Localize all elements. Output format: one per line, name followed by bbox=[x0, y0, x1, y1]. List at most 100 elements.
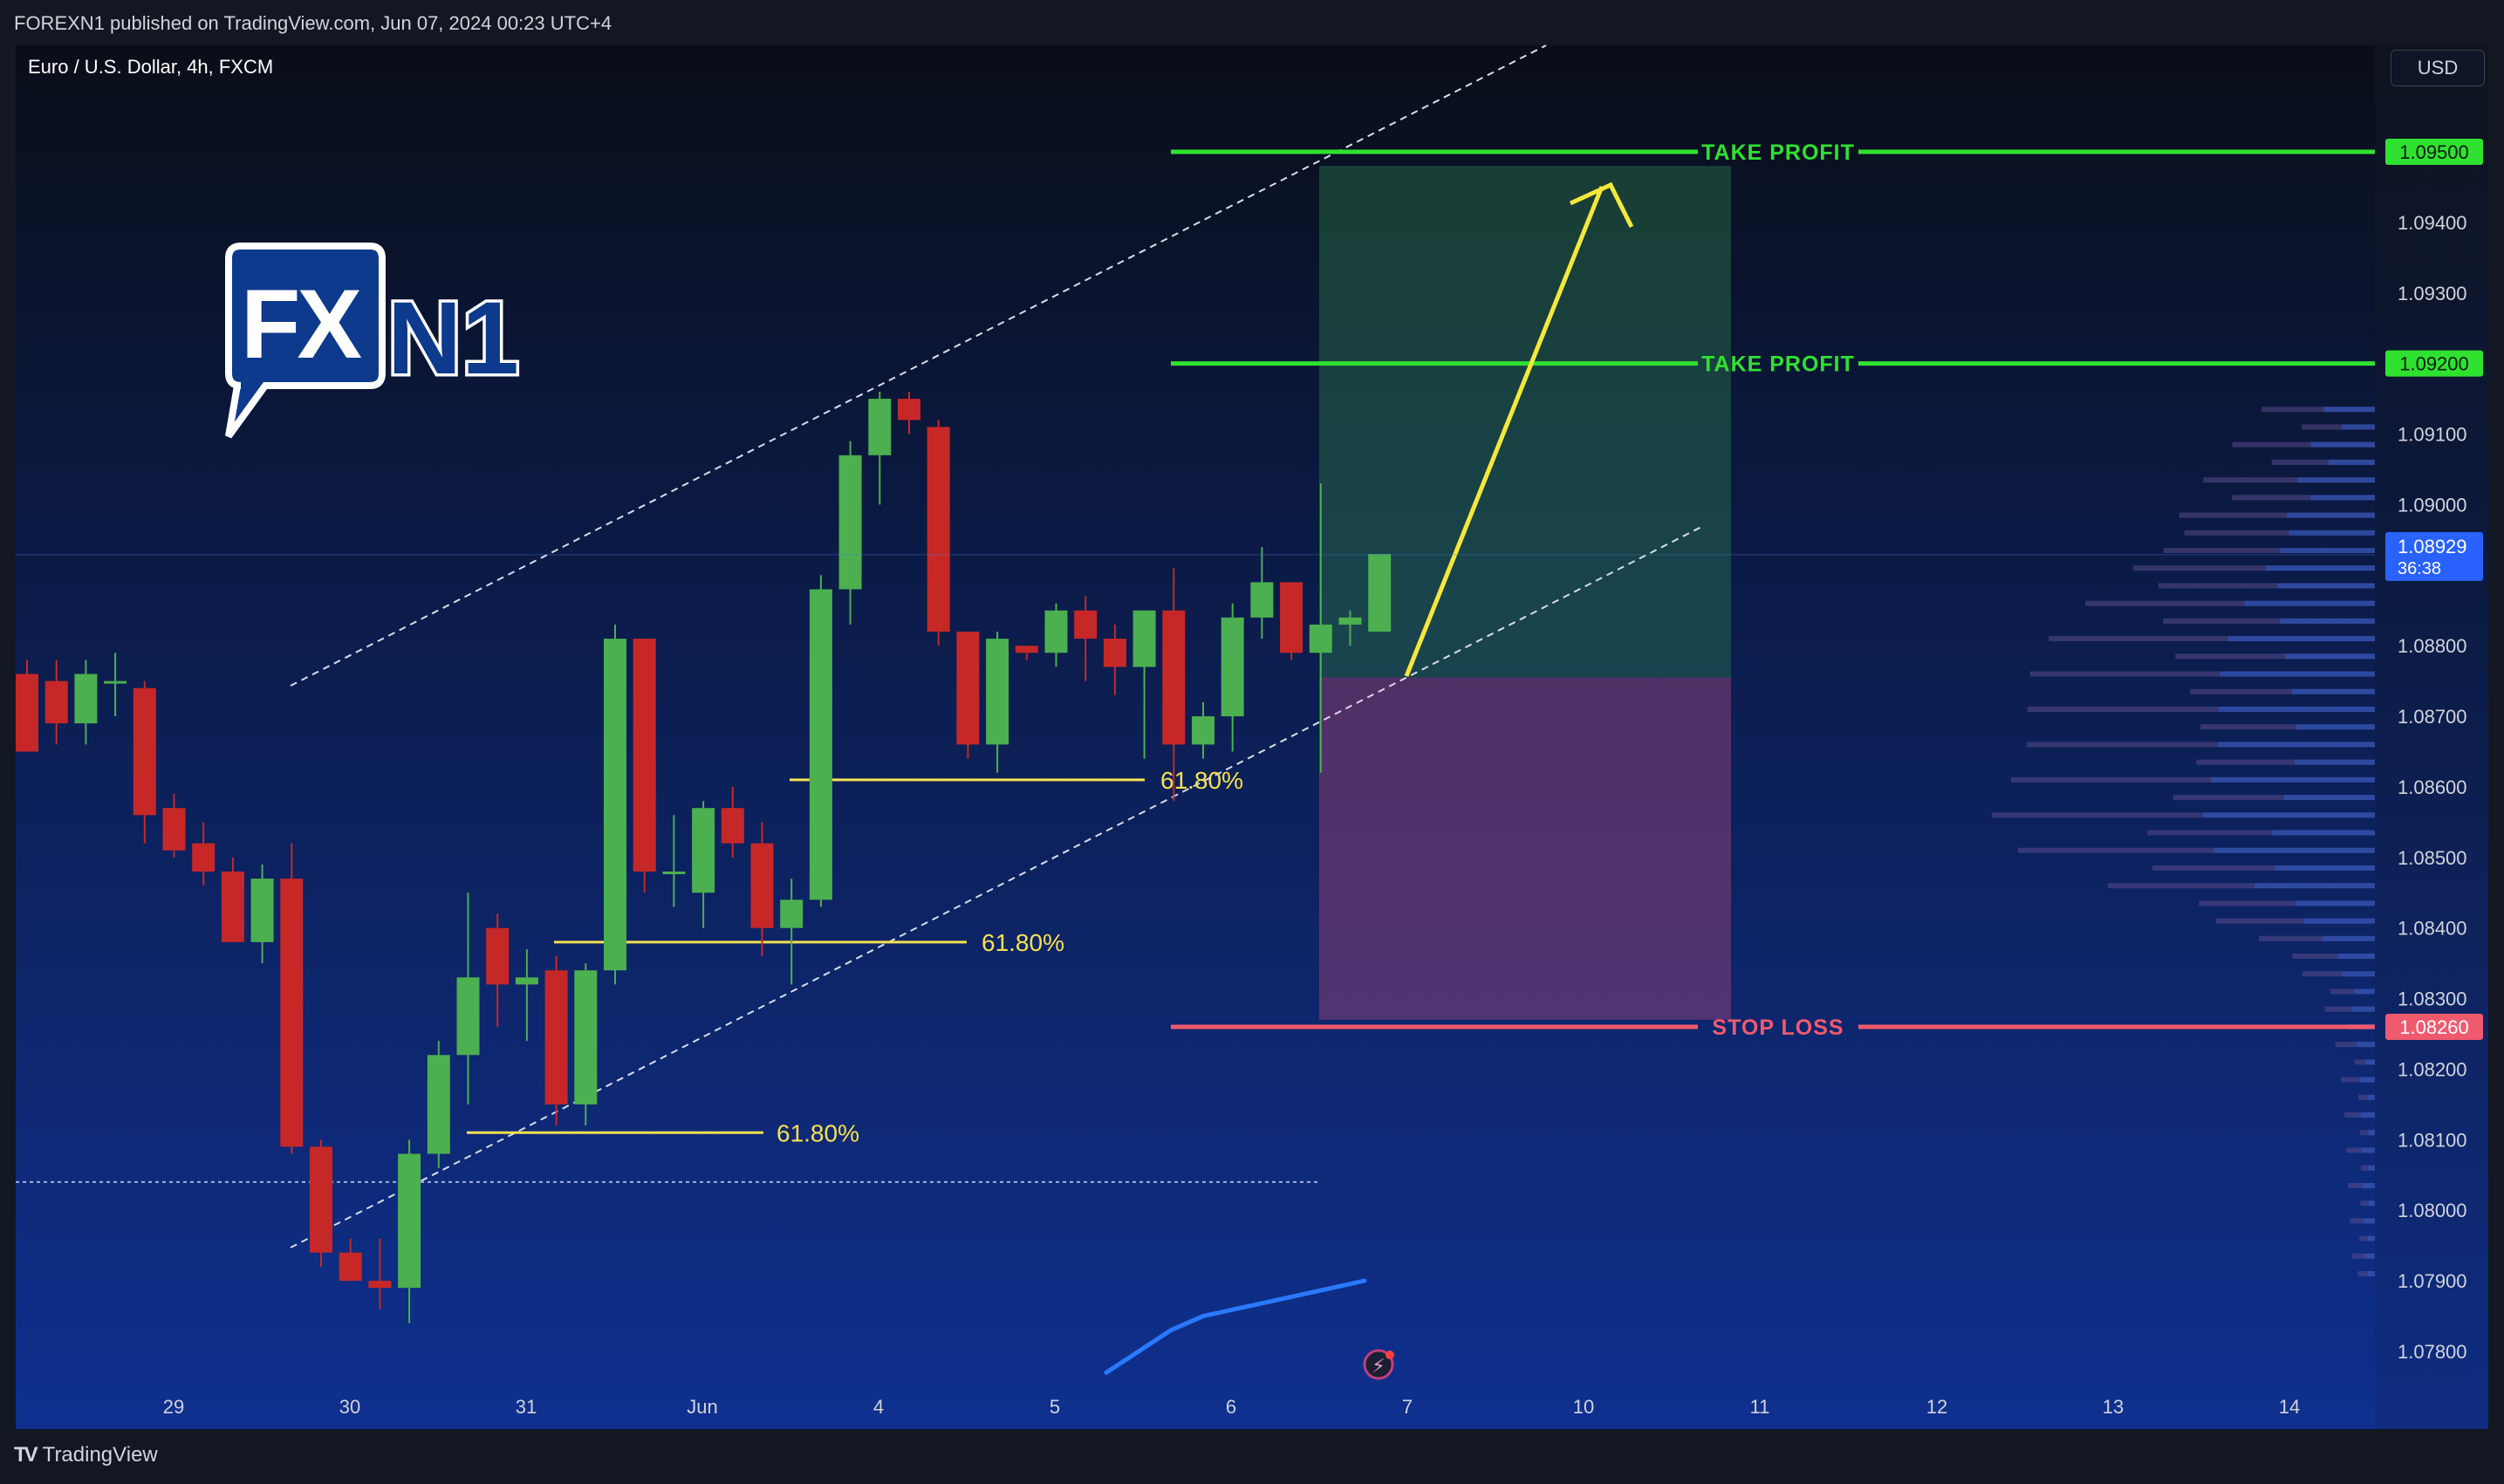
symbol-label: Euro / U.S. Dollar, 4h, FXCM bbox=[28, 56, 274, 78]
candle-body[interactable] bbox=[868, 399, 892, 455]
candle-body[interactable] bbox=[486, 927, 510, 985]
price-tick-label: 1.09100 bbox=[2398, 424, 2467, 446]
volume-profile-bar bbox=[2172, 795, 2375, 801]
candle-body[interactable] bbox=[1015, 646, 1038, 653]
candle-body[interactable] bbox=[74, 674, 98, 724]
time-tick-label: 29 bbox=[163, 1396, 184, 1418]
candle-body[interactable] bbox=[1132, 610, 1156, 667]
volume-profile-bar bbox=[2199, 900, 2375, 906]
candle-body[interactable] bbox=[1044, 610, 1068, 653]
candle-body[interactable] bbox=[780, 899, 804, 928]
logo-fx-text: FX bbox=[241, 270, 361, 379]
volume-profile-bar bbox=[2350, 1218, 2375, 1224]
candle-body[interactable] bbox=[515, 977, 538, 985]
volume-profile-bar bbox=[2310, 441, 2375, 448]
volume-profile-bar bbox=[2302, 971, 2375, 977]
candle-body[interactable] bbox=[927, 427, 950, 632]
candle-body[interactable] bbox=[1074, 610, 1098, 639]
time-tick-label: 31 bbox=[516, 1396, 537, 1418]
candle-body[interactable] bbox=[1338, 617, 1362, 625]
candle-body[interactable] bbox=[44, 680, 68, 724]
time-tick-label: 11 bbox=[1750, 1396, 1770, 1418]
volume-profile-bar bbox=[2342, 424, 2375, 430]
publish-bar: FOREXN1 published on TradingView.com, Ju… bbox=[0, 0, 2504, 45]
candle-body[interactable] bbox=[192, 843, 216, 872]
take-profit-price-value: 1.09200 bbox=[2399, 353, 2469, 375]
stop-loss-price-tag bbox=[2385, 1013, 2483, 1040]
volume-profile-bar bbox=[2354, 988, 2375, 995]
candle-body[interactable] bbox=[956, 632, 980, 745]
event-lightning-icon[interactable] bbox=[1363, 1349, 1394, 1380]
take-profit-price-value: 1.09500 bbox=[2399, 141, 2469, 163]
candle-body[interactable] bbox=[986, 639, 1009, 745]
candle-body[interactable] bbox=[398, 1153, 421, 1289]
candle-body[interactable] bbox=[692, 808, 715, 893]
tradingview-brand[interactable]: TV TradingView bbox=[14, 1443, 158, 1467]
candle-body[interactable] bbox=[1103, 639, 1126, 667]
volume-profile-bar bbox=[2291, 688, 2375, 694]
event-dot bbox=[1385, 1351, 1394, 1359]
candle-body[interactable] bbox=[427, 1055, 450, 1154]
candle-body[interactable] bbox=[16, 674, 38, 752]
candle-body[interactable] bbox=[162, 808, 186, 851]
volume-profile-bar bbox=[2158, 583, 2375, 589]
volume-profile-bar bbox=[2358, 1094, 2375, 1100]
candle-body[interactable] bbox=[633, 639, 656, 872]
candle-body[interactable] bbox=[838, 455, 862, 590]
volume-profile-bar bbox=[2279, 618, 2375, 624]
candle-body[interactable] bbox=[250, 879, 274, 942]
bar-countdown: 36:38 bbox=[2398, 559, 2441, 578]
logo-n1-text: N1 bbox=[387, 281, 519, 396]
candle-body[interactable] bbox=[544, 970, 568, 1104]
candle-body[interactable] bbox=[1192, 716, 1214, 745]
candle-body[interactable] bbox=[339, 1252, 362, 1282]
candle-body[interactable] bbox=[604, 639, 626, 971]
volume-profile-bar bbox=[2244, 600, 2375, 606]
current-price-value: 1.08929 bbox=[2398, 536, 2467, 557]
candle-body[interactable] bbox=[1162, 610, 1186, 745]
projection-arrow[interactable] bbox=[1404, 186, 1604, 677]
candle-body[interactable] bbox=[662, 872, 686, 874]
volume-profile-bar bbox=[2271, 459, 2375, 465]
volume-profile-bar bbox=[2275, 865, 2375, 871]
candle-body[interactable] bbox=[1280, 582, 1303, 653]
candle-body[interactable] bbox=[221, 872, 244, 942]
candle-body[interactable] bbox=[456, 977, 480, 1056]
candle-body[interactable] bbox=[809, 589, 832, 900]
currency-button[interactable]: USD bbox=[2391, 50, 2485, 86]
volume-profile-bar bbox=[2203, 477, 2375, 483]
candle-body[interactable] bbox=[133, 687, 156, 816]
candle-body[interactable] bbox=[750, 843, 774, 928]
arrow-head-icon bbox=[1569, 181, 1634, 229]
take-profit-label: TAKE PROFIT bbox=[1701, 140, 1855, 165]
moving-average-line[interactable] bbox=[1104, 1278, 1367, 1375]
candle-body[interactable] bbox=[368, 1281, 392, 1289]
volume-profile-bar bbox=[2285, 653, 2375, 660]
candle-body[interactable] bbox=[1221, 617, 1244, 717]
volume-profile-bar bbox=[2328, 459, 2375, 465]
volume-profile-bar bbox=[2287, 512, 2375, 518]
candle-body[interactable] bbox=[1368, 554, 1392, 632]
take-profit-price-tag bbox=[2385, 139, 2483, 165]
price-tick-label: 1.08500 bbox=[2398, 847, 2467, 869]
candle-body[interactable] bbox=[1309, 624, 1332, 653]
volume-profile-bar bbox=[2227, 636, 2375, 642]
candle-body[interactable] bbox=[104, 680, 127, 684]
candle-body[interactable] bbox=[310, 1146, 332, 1253]
time-tick-label: 10 bbox=[1573, 1396, 1594, 1418]
volume-profile-bar bbox=[2132, 565, 2375, 571]
candle-body[interactable] bbox=[280, 879, 304, 1147]
volume-profile-bar bbox=[2147, 830, 2375, 836]
time-tick-label: Jun bbox=[687, 1396, 717, 1418]
volume-profile-bar bbox=[2357, 1042, 2375, 1048]
channel-lower-line[interactable] bbox=[290, 526, 1702, 1248]
candle-body[interactable] bbox=[1250, 582, 1274, 618]
take-profit-price-tag bbox=[2385, 350, 2483, 377]
candle-body[interactable] bbox=[721, 808, 744, 844]
candle-body[interactable] bbox=[898, 399, 920, 421]
candle-body[interactable] bbox=[574, 970, 598, 1104]
fib-level-label: 61.80% bbox=[777, 1119, 859, 1146]
volume-profile-bar bbox=[2295, 900, 2375, 906]
loss-zone[interactable] bbox=[1319, 677, 1731, 1020]
